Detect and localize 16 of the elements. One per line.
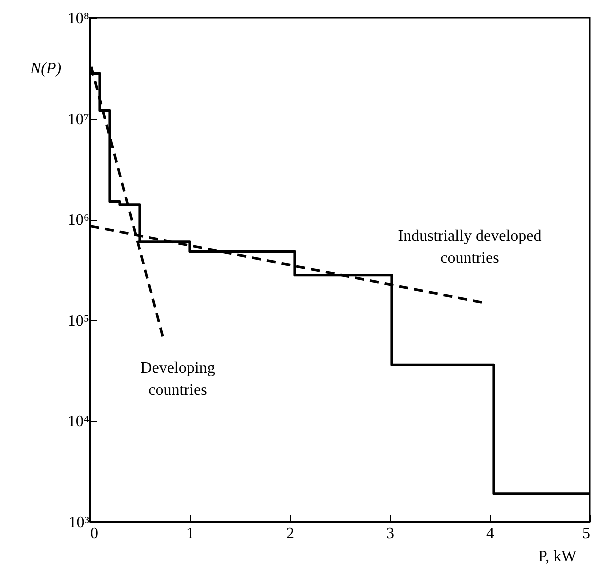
y-tick-label: 10⁷ xyxy=(68,111,90,128)
y-tick-label: 10⁶ xyxy=(68,212,90,230)
y-tick-label: 10⁸ xyxy=(68,10,90,28)
x-tick-label: 2 xyxy=(286,526,294,542)
annotation: Industrially developed countries xyxy=(398,228,542,267)
y-tick-label: 10⁵ xyxy=(68,312,90,330)
x-tick-label: 4 xyxy=(486,526,494,542)
y-axis-title: N(P) xyxy=(30,60,62,78)
x-tick-label: 3 xyxy=(386,526,394,542)
x-tick-label: 5 xyxy=(582,526,590,542)
x-axis-title: P, kW xyxy=(538,548,578,566)
x-tick-label: 1 xyxy=(186,526,194,542)
y-tick-label: 10³ xyxy=(68,514,90,532)
x-tick-label: 0 xyxy=(90,526,98,542)
annotation: Developing countries xyxy=(140,360,216,399)
y-tick-label: 10⁴ xyxy=(68,414,90,431)
